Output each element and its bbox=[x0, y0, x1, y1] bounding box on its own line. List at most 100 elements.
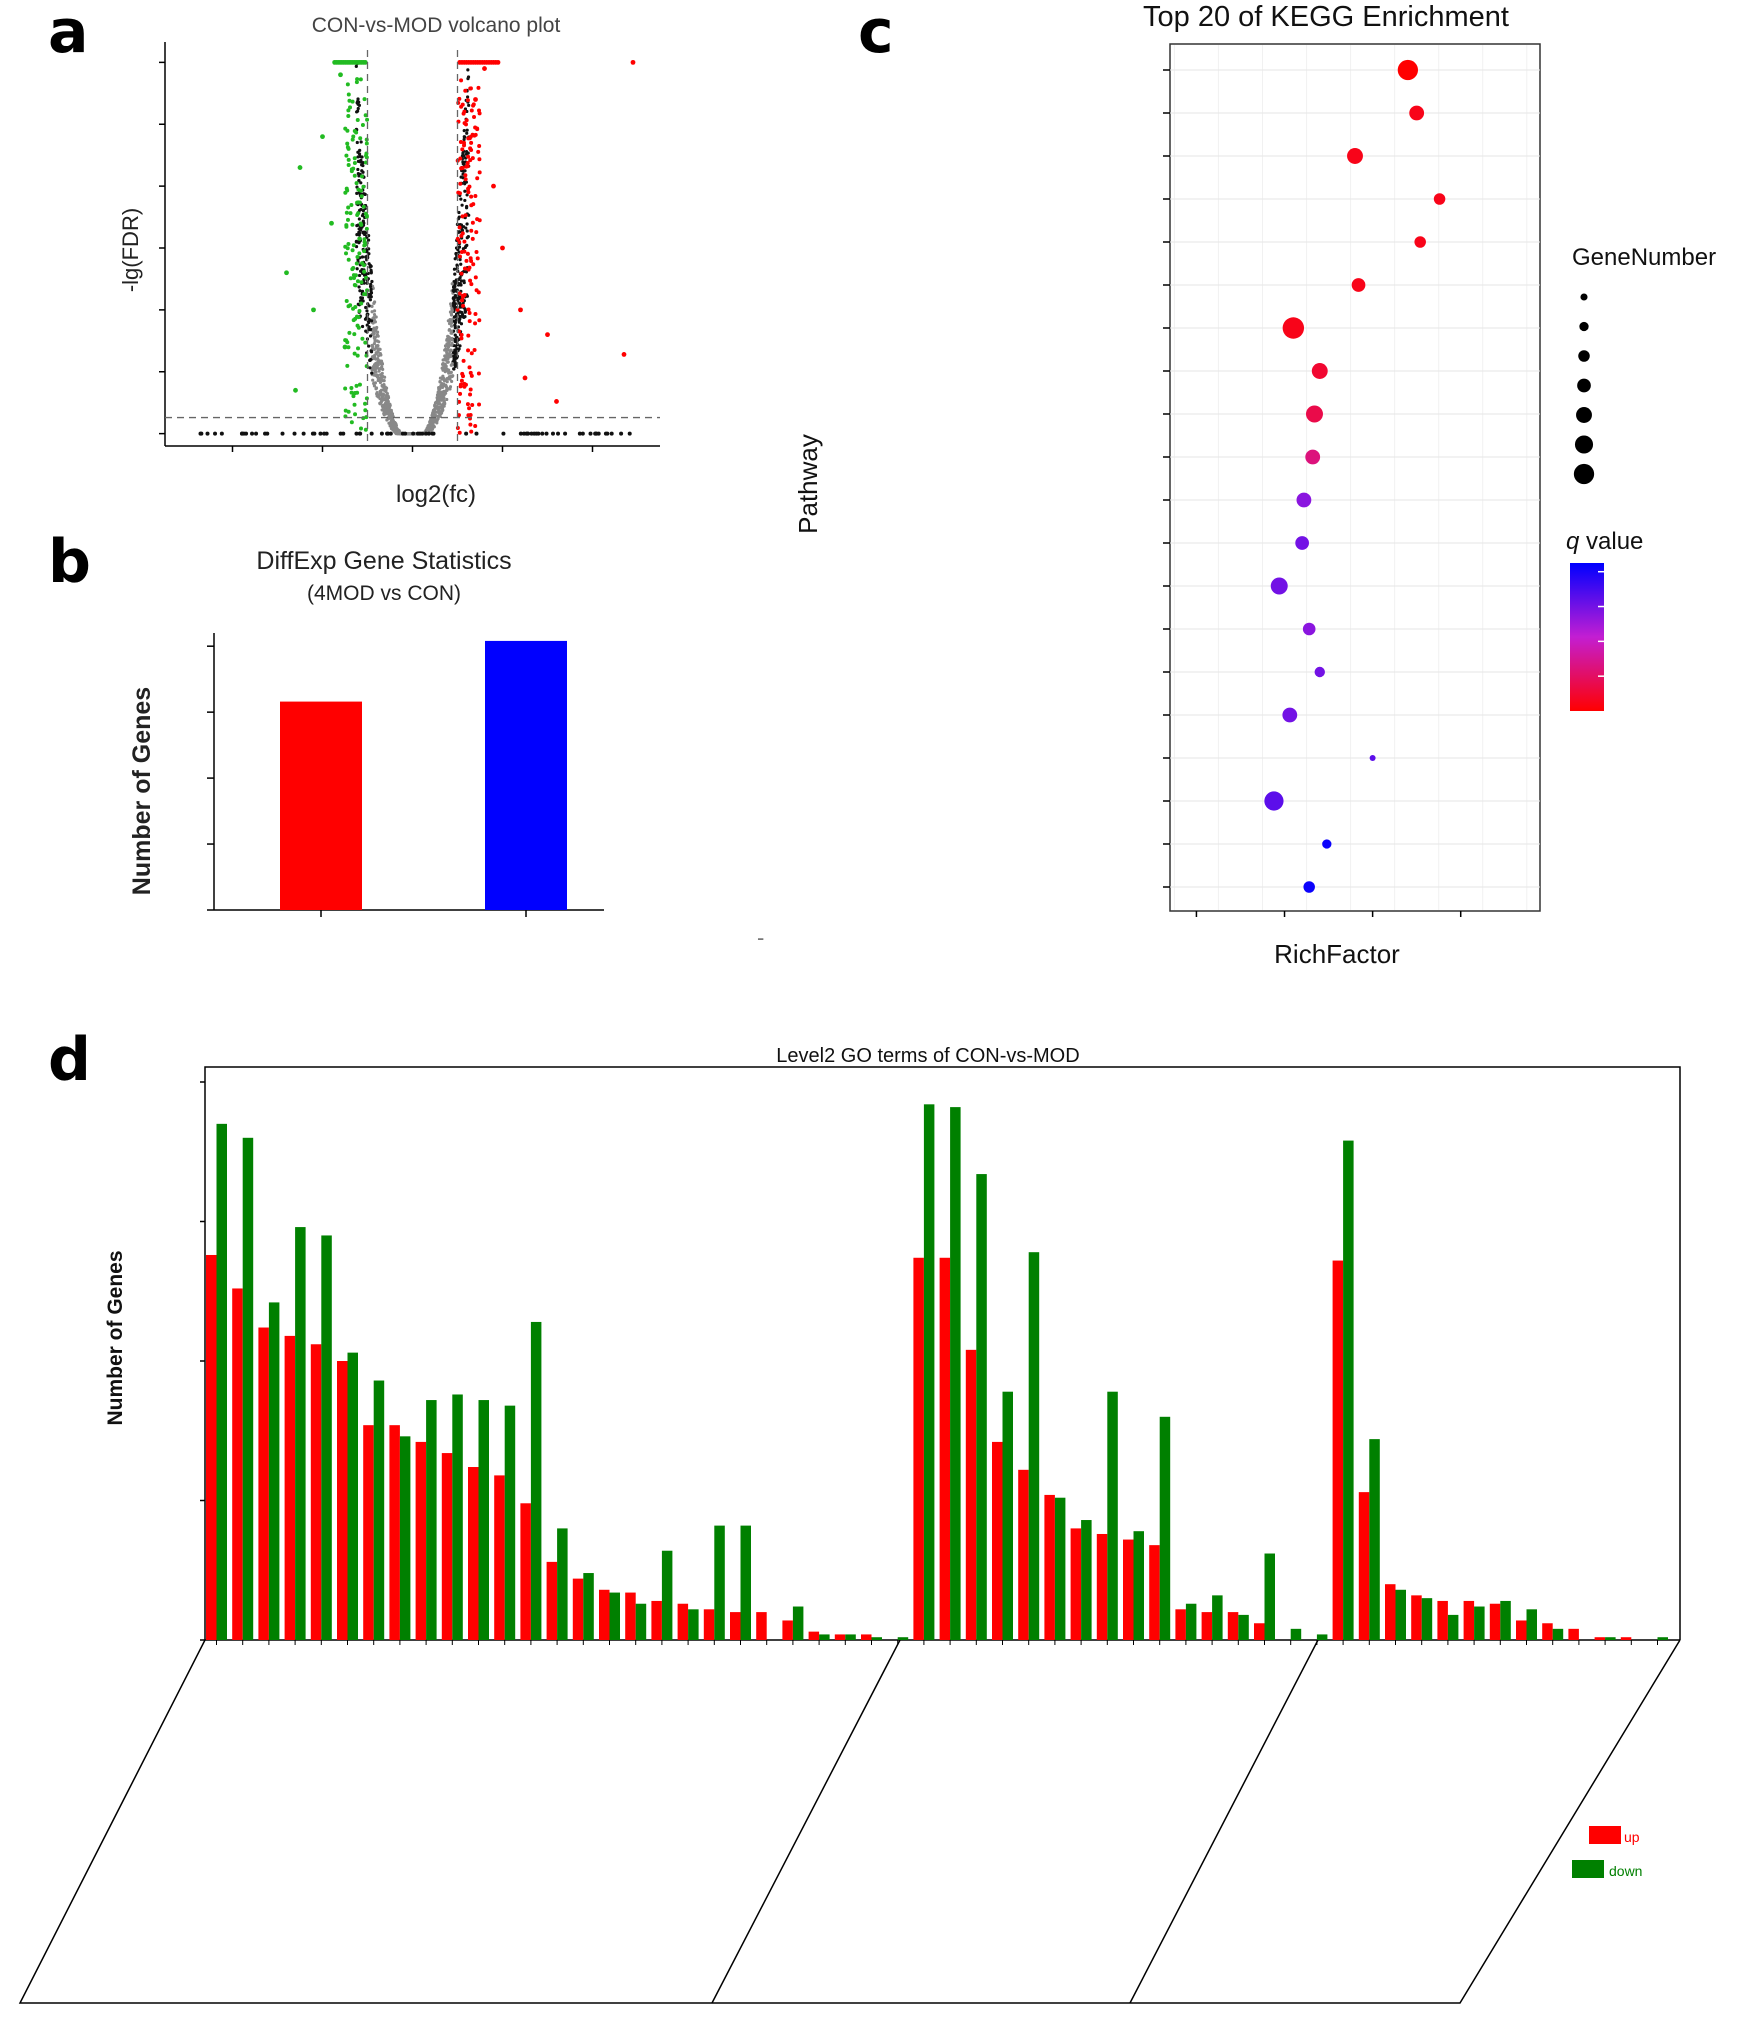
volcano-point bbox=[463, 189, 467, 193]
volcano-point bbox=[468, 387, 473, 392]
volcano-point bbox=[469, 259, 474, 264]
volcano-point bbox=[431, 425, 436, 429]
volcano-point bbox=[445, 388, 449, 392]
go-bar-down bbox=[1552, 1628, 1564, 1640]
volcano-point bbox=[470, 236, 475, 241]
volcano-point bbox=[346, 114, 351, 119]
volcano-point bbox=[474, 230, 479, 235]
kegg-dot bbox=[1347, 148, 1363, 164]
go-bar-up bbox=[1332, 1260, 1344, 1640]
go-bar-down bbox=[1526, 1609, 1537, 1640]
volcano-point bbox=[465, 251, 470, 256]
volcano-point bbox=[322, 431, 327, 436]
go-bar-up bbox=[468, 1467, 479, 1640]
go-group-divider bbox=[1129, 1639, 1319, 2004]
volcano-point bbox=[346, 409, 351, 414]
volcano-point bbox=[379, 431, 384, 436]
volcano-point bbox=[455, 307, 460, 312]
volcano-point bbox=[459, 298, 464, 303]
volcano-point bbox=[447, 368, 451, 372]
volcano-point bbox=[346, 92, 351, 97]
volcano-point bbox=[360, 155, 364, 159]
go-bar-up bbox=[258, 1327, 269, 1640]
volcano-point bbox=[458, 140, 463, 145]
volcano-point bbox=[349, 385, 354, 390]
volcano-point bbox=[357, 236, 362, 241]
volcano-point bbox=[475, 126, 480, 131]
volcano-point bbox=[373, 320, 377, 324]
volcano-point bbox=[473, 312, 478, 317]
go-bar-up bbox=[1201, 1612, 1213, 1640]
volcano-point bbox=[459, 197, 463, 201]
volcano-point bbox=[346, 146, 351, 151]
volcano-point bbox=[356, 172, 360, 176]
volcano-point bbox=[460, 203, 464, 207]
kegg-plot-border bbox=[1169, 43, 1541, 912]
volcano-point bbox=[383, 401, 388, 405]
volcano-point bbox=[357, 100, 361, 104]
volcano-point bbox=[475, 256, 480, 261]
volcano-point bbox=[467, 319, 472, 324]
volcano-point bbox=[391, 428, 395, 432]
volcano-point bbox=[347, 330, 352, 335]
volcano-point bbox=[476, 85, 481, 90]
volcano-point bbox=[477, 402, 482, 407]
volcano-point bbox=[463, 307, 467, 311]
volcano-point bbox=[458, 384, 463, 389]
volcano-point bbox=[357, 251, 362, 256]
volcano-point bbox=[353, 316, 358, 321]
go-bar-up bbox=[1254, 1623, 1265, 1640]
volcano-point bbox=[457, 210, 461, 215]
volcano-point bbox=[219, 431, 224, 436]
volcano-up-point bbox=[518, 307, 523, 313]
go-bar-down bbox=[1500, 1600, 1511, 1640]
volcano-point bbox=[379, 362, 384, 366]
go-group-divider bbox=[711, 1639, 901, 2004]
volcano-point bbox=[468, 158, 473, 163]
volcano-point bbox=[357, 233, 361, 237]
kegg-dot bbox=[1282, 317, 1305, 339]
go-ylabel: Number of Genes bbox=[104, 1250, 127, 1425]
volcano-point bbox=[453, 288, 458, 292]
volcano-point bbox=[447, 355, 451, 359]
volcano-point bbox=[359, 301, 364, 306]
volcano-point bbox=[475, 176, 480, 181]
volcano-point bbox=[466, 348, 471, 353]
go-bar-down bbox=[1657, 1637, 1668, 1640]
volcano-point bbox=[360, 298, 364, 302]
volcano-point bbox=[447, 328, 451, 332]
volcano-point bbox=[350, 137, 355, 142]
volcano-point bbox=[627, 431, 632, 436]
volcano-point bbox=[375, 344, 379, 348]
volcano-point bbox=[467, 406, 472, 411]
volcano-point bbox=[358, 221, 363, 226]
gene-number-legend-dot bbox=[1580, 293, 1588, 301]
kegg-grid bbox=[1170, 45, 1540, 910]
volcano-point bbox=[368, 334, 373, 338]
volcano-point bbox=[467, 365, 472, 370]
volcano-point bbox=[449, 324, 454, 328]
volcano-point bbox=[460, 214, 465, 219]
kegg-ylabel: Pathway bbox=[793, 434, 823, 534]
kegg-dot bbox=[1303, 881, 1315, 893]
volcano-point bbox=[563, 431, 568, 436]
volcano-point bbox=[469, 282, 474, 287]
volcano-point bbox=[345, 128, 350, 133]
volcano-point bbox=[356, 155, 360, 159]
kegg-dot bbox=[1311, 363, 1328, 379]
volcano-point bbox=[455, 236, 460, 241]
volcano-point bbox=[356, 346, 361, 351]
volcano-point bbox=[355, 140, 359, 145]
volcano-down-point bbox=[297, 165, 303, 170]
go-bar-up bbox=[1385, 1584, 1396, 1640]
volcano-point bbox=[383, 405, 387, 409]
volcano-point bbox=[459, 332, 464, 337]
volcano-point bbox=[472, 133, 477, 138]
volcano-point bbox=[445, 376, 449, 381]
go-bar-up bbox=[1516, 1620, 1527, 1640]
volcano-point bbox=[379, 366, 383, 371]
go-category-labels bbox=[216, 1640, 1658, 1645]
volcano-point bbox=[357, 273, 362, 278]
volcano-point bbox=[374, 346, 378, 350]
volcano-point bbox=[352, 332, 357, 337]
